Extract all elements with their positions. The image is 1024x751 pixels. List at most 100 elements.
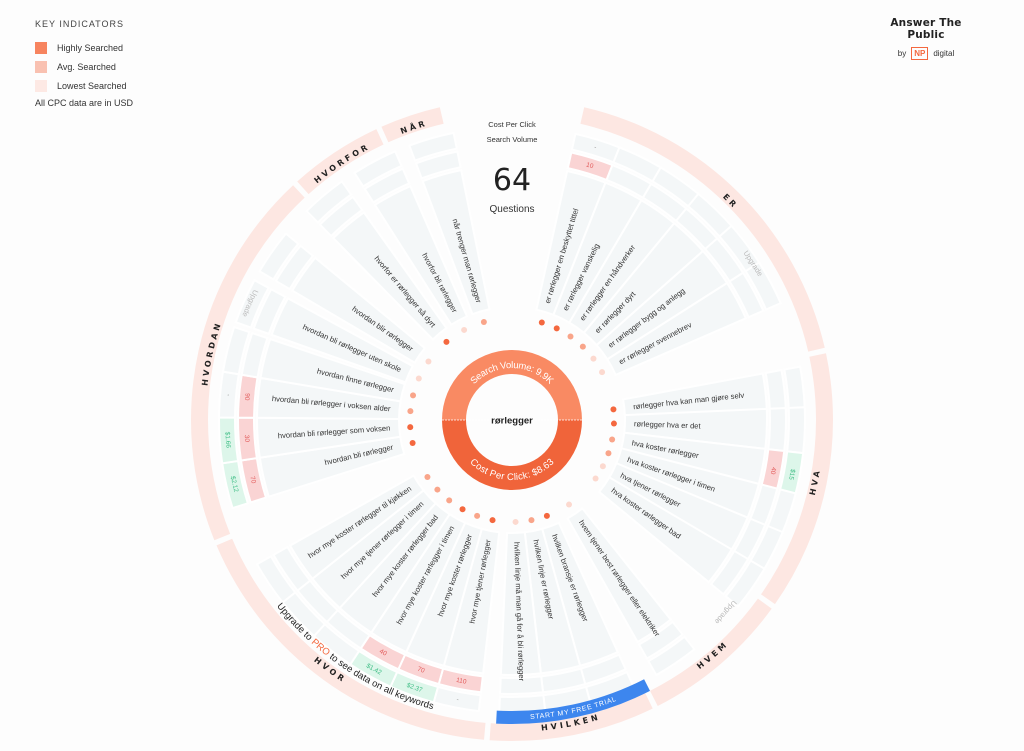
cpc-value: $2.12: [229, 475, 240, 493]
question-count: 64: [492, 163, 532, 198]
category-ring-hvorfor: [297, 129, 384, 195]
search-volume-value: 40: [769, 466, 777, 475]
category-ring-hvor: [216, 538, 486, 740]
cpc-cell: [724, 559, 766, 608]
legend-title: KEY INDICATORS: [35, 19, 125, 29]
search-volume-cell: [709, 549, 750, 596]
cpc-cell: [255, 555, 297, 604]
keyword-cell: [597, 475, 734, 584]
keyword-cell: [605, 281, 748, 377]
keyword-cell: [331, 211, 448, 341]
cpc-cell: [305, 180, 353, 224]
volume-dot: [610, 420, 617, 427]
keyword-cell: [259, 337, 407, 403]
brand-by: by: [897, 49, 907, 58]
swatch-high: [35, 41, 47, 54]
swatch-low: [35, 79, 47, 92]
cpc-value: $15: [787, 468, 796, 480]
brand-name: Answer The Public: [890, 17, 962, 41]
category-ring-hvem: [650, 598, 772, 707]
cpc-cell: [647, 635, 696, 677]
search-volume-cell: [764, 368, 787, 415]
volume-dot: [599, 369, 606, 376]
np-logo: NP: [911, 47, 929, 60]
keyword-cell: [373, 184, 469, 327]
keyword-cell: [499, 531, 542, 676]
search-volume-cell: [272, 545, 312, 592]
cpc-value: $1.66: [223, 432, 231, 449]
key-indicators-legend: KEY INDICATORS Highly Searched Avg. Sear…: [35, 19, 133, 108]
search-volume-value: 90: [243, 393, 251, 401]
volume-dot: [425, 358, 432, 365]
legend-item-avg: Avg. Searched: [35, 57, 133, 76]
volume-dot: [489, 517, 496, 524]
volume-dot: [415, 375, 422, 382]
keyword-cell: [421, 168, 491, 316]
cpc-ring-label: Cost Per Click: [488, 120, 536, 129]
volume-dot: [443, 338, 450, 345]
legend-item-low: Lowest Searched: [35, 76, 133, 95]
volume-dot: [609, 436, 616, 443]
volume-dot: [480, 318, 487, 325]
brand-logo[interactable]: Answer The Public by NP digital: [880, 17, 972, 60]
volume-dot: [434, 486, 441, 493]
sv-ring-label: Search Volume: [486, 135, 538, 144]
keyword-cell: [290, 256, 427, 365]
cpc-donut: [442, 420, 582, 490]
cpc-cell: [783, 365, 806, 414]
cpc-cell: [221, 325, 251, 376]
legend-item-high: Highly Searched: [35, 38, 133, 57]
keyword-slot[interactable]: hvordan blir rørlegger: [258, 232, 432, 365]
volume-dot: [579, 343, 586, 350]
volume-dot: [592, 475, 599, 482]
volume-dot: [424, 474, 431, 481]
search-volume-cell: [637, 620, 684, 660]
keyword-slot[interactable]: hvilken linje må man gå for å bli rørleg…: [498, 518, 547, 714]
cpc-cell: [258, 232, 300, 281]
center-keyword: rørlegger: [491, 416, 533, 427]
cpc-note: All CPC data are in USD: [35, 98, 134, 108]
search-volume-cell: [363, 167, 411, 204]
category-ring-hvordan: [191, 185, 305, 541]
volume-dot: [407, 424, 414, 431]
keyword-label: rørlegger hva er det: [634, 419, 702, 430]
search-volume-value: 40: [378, 648, 388, 658]
search-volume-value: 10: [585, 161, 594, 170]
cpc-value: -: [456, 696, 459, 703]
start-free-trial-button[interactable]: [496, 679, 651, 724]
volume-dot: [459, 506, 466, 513]
volume-dot: [599, 463, 606, 470]
search-volume-cell: [767, 407, 787, 453]
keyword-slot[interactable]: rørlegger hva kan man gjøre selv: [610, 365, 806, 419]
search-volume-donut: [442, 350, 582, 420]
volume-dot: [474, 512, 481, 519]
swatch-avg: [35, 60, 47, 73]
category-ring-når: [381, 107, 444, 143]
cpc-cell: [786, 406, 806, 455]
volume-dot: [553, 325, 560, 332]
volume-dot: [410, 392, 417, 399]
search-volume-cell: [728, 271, 765, 319]
question-count-label: Questions: [489, 204, 535, 215]
volume-dot: [590, 355, 597, 362]
search-volume-value: 30: [243, 435, 251, 443]
volume-dot: [407, 408, 414, 415]
legend-label: Highly Searched: [57, 42, 124, 53]
keyword-cell: [288, 474, 425, 581]
search-volume-cell: [499, 675, 545, 695]
keyword-slot[interactable]: rørlegger hva er det: [610, 406, 806, 455]
legend-label: Lowest Searched: [57, 80, 127, 91]
cpc-value: -: [224, 394, 231, 397]
volume-dot: [543, 512, 550, 519]
volume-dot: [409, 439, 416, 446]
upgrade-link[interactable]: Upgrade: [713, 599, 739, 626]
search-volume-value: 110: [455, 677, 467, 686]
keyword-cell: [566, 507, 673, 644]
search-volume-cell: [240, 331, 269, 379]
search-volume-cell: [414, 150, 462, 180]
keyword-slot[interactable]: hvordan finne rørlegger: [221, 325, 417, 403]
